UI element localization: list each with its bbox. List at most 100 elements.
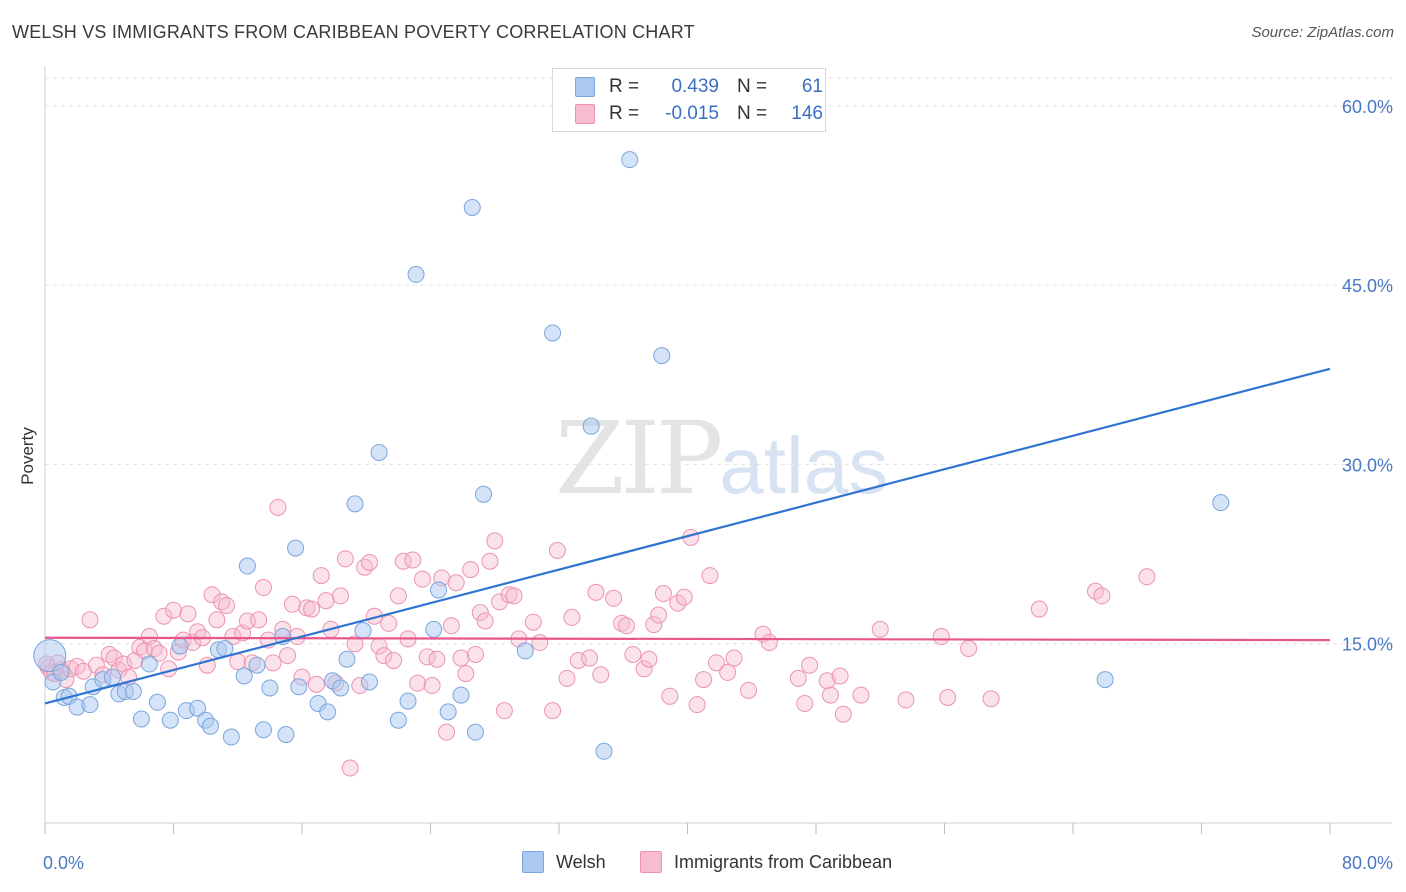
welsh-point — [430, 581, 448, 599]
welsh-point — [248, 656, 266, 674]
caribbean-point — [1030, 600, 1048, 618]
welsh-point — [161, 711, 179, 729]
welsh-point — [287, 539, 305, 557]
welsh-point — [238, 557, 256, 575]
welsh-point — [346, 495, 364, 513]
caribbean-point — [635, 660, 653, 678]
caribbean-point — [409, 674, 427, 692]
welsh-point — [81, 696, 99, 714]
caribbean-point — [254, 579, 272, 597]
caribbean-trend-line — [44, 636, 1331, 642]
welsh-point — [319, 703, 337, 721]
caribbean-point — [279, 647, 297, 665]
caribbean-point — [471, 604, 489, 622]
caribbean-point — [650, 606, 668, 624]
caribbean-point — [81, 611, 99, 629]
caribbean-point — [312, 567, 330, 585]
caribbean-point — [438, 723, 456, 741]
legend-label-welsh: Welsh — [556, 851, 606, 872]
welsh-point — [466, 723, 484, 741]
chart-title: WELSH VS IMMIGRANTS FROM CARIBBEAN POVER… — [12, 22, 695, 42]
caribbean-point — [707, 654, 725, 672]
welsh-trend-line — [44, 367, 1331, 705]
welsh-point — [370, 443, 388, 461]
caribbean-point — [818, 672, 836, 690]
caribbean-point — [581, 649, 599, 667]
welsh-point — [132, 710, 150, 728]
caribbean-point — [447, 574, 465, 592]
welsh-point — [544, 324, 562, 342]
caribbean-point — [654, 585, 672, 603]
welsh-point — [516, 642, 534, 660]
caribbean-point — [645, 616, 663, 634]
caribbean-point — [548, 541, 566, 559]
legend-item-caribbean[interactable]: Immigrants from Caribbean — [640, 851, 892, 873]
welsh-point — [254, 721, 272, 739]
legend-swatch-welsh — [522, 851, 544, 873]
x-tick-label: 0.0% — [43, 853, 84, 873]
caribbean-point — [897, 691, 915, 709]
caribbean-point — [462, 561, 480, 579]
welsh-point — [261, 679, 279, 697]
caribbean-point — [939, 689, 957, 706]
y-tick-label: 30.0% — [1342, 455, 1393, 475]
caribbean-point — [413, 570, 431, 588]
caribbean-point — [558, 669, 576, 687]
welsh-points — [33, 151, 1230, 760]
y-tick-label: 15.0% — [1342, 635, 1393, 655]
welsh-r-label: R = — [609, 76, 640, 97]
welsh-point — [425, 620, 443, 638]
caribbean-point — [531, 634, 549, 652]
caribbean-r-value: -0.015 — [665, 103, 719, 124]
welsh-n-value: 61 — [801, 76, 823, 97]
caribbean-point — [218, 596, 236, 614]
welsh-point — [621, 151, 639, 169]
caribbean-point — [457, 665, 475, 683]
caribbean-point — [960, 639, 978, 657]
caribbean-point — [404, 551, 422, 569]
caribbean-point — [613, 614, 631, 632]
caribbean-point — [592, 666, 610, 684]
welsh-point — [475, 485, 493, 503]
x-tick-label: 80.0% — [1342, 853, 1393, 873]
caribbean-point — [587, 583, 605, 601]
caribbean-point — [796, 694, 814, 712]
caribbean-point — [624, 645, 642, 663]
caribbean-point — [150, 644, 168, 662]
caribbean-point — [486, 532, 504, 550]
caribbean-point — [695, 671, 713, 689]
legend-item-welsh[interactable]: Welsh — [522, 851, 606, 873]
caribbean-point — [982, 690, 1000, 708]
trend-lines — [44, 367, 1331, 705]
caribbean-point — [229, 653, 247, 671]
welsh-point — [235, 667, 253, 685]
axes — [44, 66, 1392, 834]
caribbean-point — [491, 593, 509, 611]
caribbean-point — [115, 655, 133, 673]
legend-row-caribbean: R = -0.015 N = 146 — [575, 102, 823, 126]
chart-source: Source: ZipAtlas.com — [1251, 24, 1394, 41]
caribbean-point — [317, 592, 335, 610]
welsh-point — [338, 650, 356, 668]
caribbean-point — [563, 608, 581, 626]
caribbean-r-label: R = — [609, 103, 640, 124]
caribbean-point — [871, 620, 889, 638]
caribbean-point — [481, 552, 499, 570]
series-legend: Welsh Immigrants from Caribbean — [0, 851, 1406, 877]
caribbean-point — [760, 634, 778, 652]
caribbean-point — [569, 651, 587, 669]
caribbean-point — [145, 639, 163, 657]
caribbean-point — [669, 594, 687, 612]
caribbean-point — [303, 600, 321, 618]
welsh-point — [290, 678, 308, 696]
caribbean-point — [264, 654, 282, 672]
caribbean-point — [380, 614, 398, 632]
welsh-point — [148, 693, 166, 711]
welsh-point — [332, 679, 350, 697]
caribbean-point — [932, 628, 950, 646]
caribbean-point — [476, 612, 494, 630]
welsh-point — [399, 692, 417, 710]
legend-row-welsh: R = 0.439 N = 61 — [575, 75, 823, 99]
legend-swatch-caribbean — [640, 851, 662, 873]
